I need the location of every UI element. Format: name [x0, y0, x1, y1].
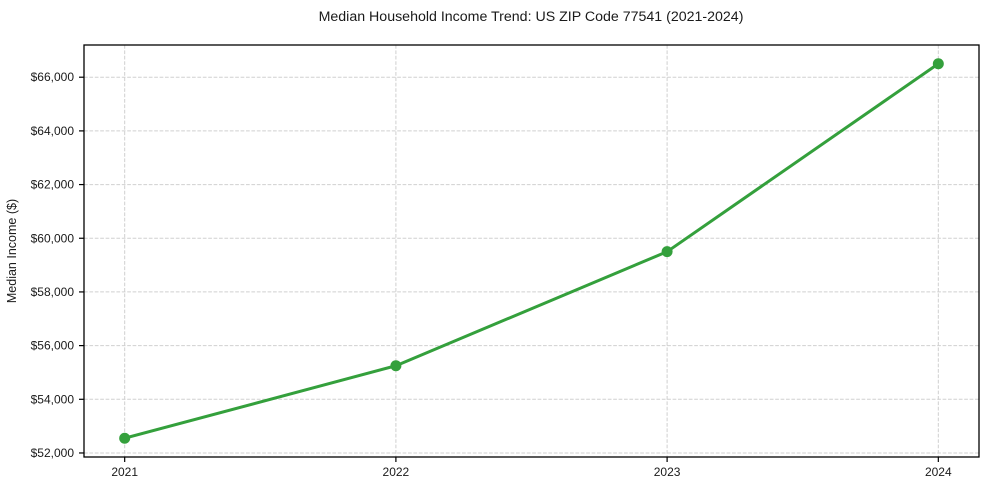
plot-area: $52,000 $54,000 $56,000 $58,000 $60,000 $62,0… [31, 44, 980, 479]
income-trend-line [123, 62, 940, 440]
y-tick-label: $58,000 [31, 285, 75, 299]
plot-border [83, 44, 980, 458]
y-tick-label: $56,000 [31, 339, 75, 353]
y-tick-label: $64,000 [31, 124, 75, 138]
data-point-2024 [932, 58, 944, 70]
y-tick-label: $60,000 [31, 231, 75, 245]
y-tick-label: $52,000 [31, 446, 75, 460]
x-tick-label: 2022 [383, 465, 410, 479]
x-tick-label: 2024 [925, 465, 952, 479]
data-point-2022 [390, 360, 402, 372]
y-axis-label: Median Income ($) [5, 199, 19, 303]
chart-title: Median Household Income Trend: US ZIP Co… [319, 9, 744, 25]
x-tick-label: 2023 [654, 465, 681, 479]
x-tick-label: 2021 [111, 465, 138, 479]
data-point-2023 [661, 246, 673, 258]
data-point-2021 [119, 432, 131, 444]
y-tick-label: $54,000 [31, 392, 75, 406]
y-tick-label: $62,000 [31, 178, 75, 192]
y-tick-label: $66,000 [31, 70, 75, 84]
